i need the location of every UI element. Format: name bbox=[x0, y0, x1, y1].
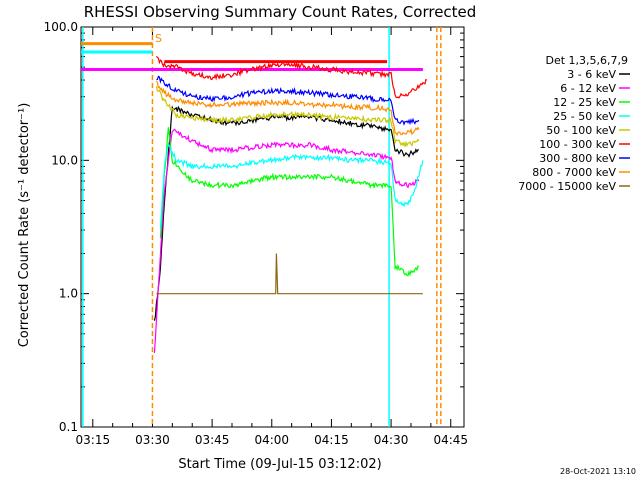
y-axis-label: Corrected Count Rate (s⁻¹ detector⁻¹) bbox=[17, 103, 32, 348]
legend-entry-label: 3 - 6 keV bbox=[567, 68, 616, 81]
x-tick-label: 03:15 bbox=[76, 433, 111, 447]
date-stamp: 28-Oct-2021 13:10 bbox=[560, 467, 636, 476]
flag-label: S bbox=[155, 32, 162, 45]
y-tick-label: 100.0 bbox=[44, 20, 78, 34]
legend-entry-label: 25 - 50 keV bbox=[553, 110, 616, 123]
y-tick-label: 10.0 bbox=[51, 153, 78, 167]
legend-entry-label: 6 - 12 keV bbox=[560, 82, 616, 95]
x-tick-label: 04:30 bbox=[374, 433, 409, 447]
chart-title: RHESSI Observing Summary Count Rates, Co… bbox=[84, 3, 477, 21]
x-tick-label: 04:15 bbox=[314, 433, 349, 447]
x-axis-label: Start Time (09-Jul-15 03:12:02) bbox=[178, 457, 381, 472]
legend-entry-label: 800 - 7000 keV bbox=[532, 166, 616, 179]
series-line bbox=[155, 55, 428, 99]
legend-entry-label: 7000 - 15000 keV bbox=[518, 180, 616, 193]
legend-entry-label: 12 - 25 keV bbox=[553, 96, 616, 109]
series-line bbox=[155, 80, 420, 136]
y-tick-label: 1.0 bbox=[59, 287, 78, 301]
y-tick-label: 0.1 bbox=[59, 420, 78, 434]
series-line bbox=[153, 128, 420, 353]
series-line bbox=[156, 253, 423, 295]
series-line bbox=[153, 105, 419, 321]
x-tick-label: 03:30 bbox=[135, 433, 170, 447]
x-tick-label: 04:45 bbox=[433, 433, 468, 447]
legend-entry-label: 300 - 800 keV bbox=[539, 152, 616, 165]
series-line bbox=[159, 127, 420, 277]
plot-frame bbox=[80, 26, 465, 428]
legend-title: Det 1,3,5,6,7,9 bbox=[545, 54, 628, 67]
series-line bbox=[156, 75, 420, 126]
series-line bbox=[155, 86, 420, 148]
x-tick-label: 04:00 bbox=[254, 433, 289, 447]
x-tick-label: 03:45 bbox=[195, 433, 230, 447]
series-line bbox=[159, 143, 424, 229]
plot-layer: 100.0 10.0 1.0 0.103:15 03:30 03:45 04:00 04:15… bbox=[44, 20, 630, 447]
legend-entry-label: 100 - 300 keV bbox=[539, 138, 616, 151]
legend-entry-label: 50 - 100 keV bbox=[546, 124, 616, 137]
